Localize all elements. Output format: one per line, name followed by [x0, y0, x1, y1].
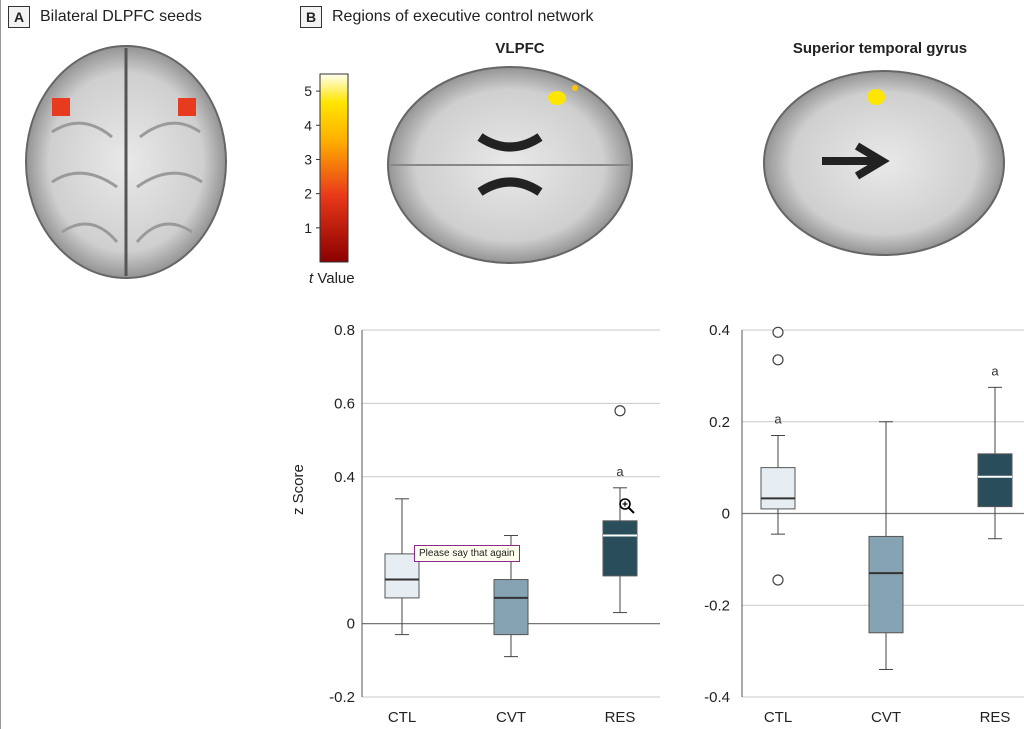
- panel-a-header: A Bilateral DLPFC seeds: [8, 6, 202, 28]
- box-res: [977, 453, 1013, 508]
- vlpfc-activation-spot: [548, 91, 566, 105]
- box-res: [602, 520, 638, 577]
- boxplot-vlpfc: 0.8 0.6 0.4 0 -0.2 CTL CVT a RES: [329, 322, 660, 726]
- outlier-point: [772, 354, 784, 366]
- y-tick-label: 0.8: [334, 322, 355, 339]
- box-ctl: [760, 467, 796, 510]
- colorbar-tick-label: 2: [304, 186, 312, 202]
- colorbar-tick-label: 5: [304, 83, 312, 99]
- x-tick-label: CVT: [871, 709, 901, 726]
- colorbar-label-t: t: [309, 270, 314, 287]
- colorbar-tick-label: 1: [304, 220, 312, 236]
- y-tick-label: 0.6: [334, 395, 355, 412]
- colorbar-tick-label: 4: [304, 117, 312, 133]
- stg-activation-spot: [867, 89, 885, 105]
- magnifier-cursor-icon: [619, 498, 635, 514]
- brain-stg-center: [822, 142, 890, 180]
- y-tick-label: 0: [347, 616, 355, 633]
- vlpfc-title: VLPFC: [495, 40, 545, 57]
- y-tick-label: -0.2: [704, 597, 730, 614]
- significance-annotation: a: [991, 363, 999, 378]
- stg-title: Superior temporal gyrus: [792, 40, 968, 57]
- significance-annotation: a: [774, 412, 782, 427]
- outlier-point: [772, 574, 784, 586]
- tooltip: Please say that again: [414, 545, 520, 562]
- y-tick-label: 0.4: [709, 322, 730, 339]
- brain-vlpfc-image: [387, 66, 633, 264]
- colorbar-label: t Value: [309, 270, 355, 287]
- seed-right-marker: [178, 98, 196, 116]
- brain-a-gyri: [51, 121, 203, 243]
- box-ctl: [384, 553, 420, 599]
- colorbar-gradient: [319, 73, 349, 263]
- seed-left-marker: [52, 98, 70, 116]
- left-edge-line: [0, 0, 1, 729]
- y-tick-label: 0: [722, 506, 730, 523]
- boxplot-stg: 0.4 0.2 0 -0.2 -0.4 a CTL CVT a RES: [704, 322, 1024, 726]
- x-tick-label: CTL: [764, 709, 792, 726]
- panel-b-title: Regions of executive control network: [332, 8, 594, 25]
- x-tick-label: CTL: [388, 709, 416, 726]
- y-tick-label: -0.4: [704, 689, 730, 706]
- colorbar-ticks: 1 2 3 4 5: [304, 83, 320, 236]
- y-tick-label: -0.2: [329, 689, 355, 706]
- y-tick-label: 0.2: [709, 414, 730, 431]
- x-tick-label: CVT: [496, 709, 526, 726]
- brain-stg-image: [763, 70, 1005, 256]
- colorbar: 1 2 3 4 5: [304, 73, 349, 263]
- box-cvt: [493, 579, 529, 636]
- outlier-point: [772, 326, 784, 338]
- box-cvt: [868, 535, 904, 634]
- x-tick-label: RES: [605, 709, 636, 726]
- outlier-point: [614, 405, 626, 417]
- significance-annotation: a: [616, 464, 624, 479]
- x-tick-label: RES: [980, 709, 1011, 726]
- vlpfc-activation-small: [572, 85, 578, 91]
- y-tick-label: 0.4: [334, 469, 355, 486]
- panel-a-title: Bilateral DLPFC seeds: [40, 8, 202, 25]
- y-axis-label: z Score: [290, 464, 307, 515]
- panel-b-header: B Regions of executive control network: [300, 6, 593, 28]
- colorbar-tick-label: 3: [304, 151, 312, 167]
- brain-vlpfc-ventricles: [477, 133, 543, 196]
- panel-b-letter: B: [300, 6, 322, 28]
- panel-a-letter: A: [8, 6, 30, 28]
- colorbar-label-value: Value: [313, 270, 355, 287]
- brain-seed-image: [25, 45, 227, 279]
